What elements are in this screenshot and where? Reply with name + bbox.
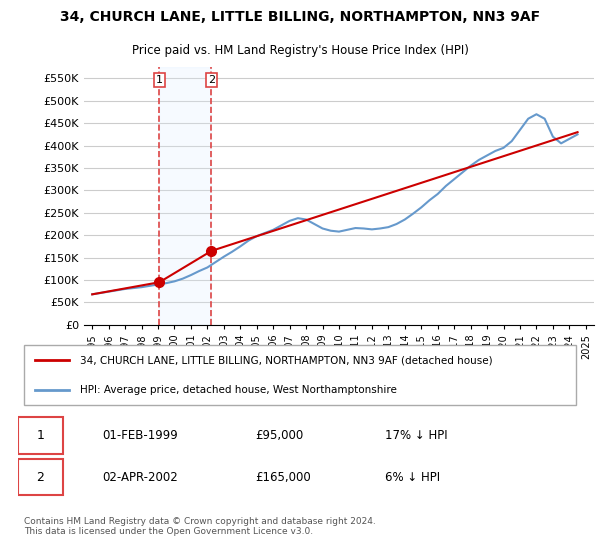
- Text: 02-APR-2002: 02-APR-2002: [103, 471, 178, 484]
- Text: 17% ↓ HPI: 17% ↓ HPI: [385, 429, 447, 442]
- Text: 1: 1: [37, 429, 44, 442]
- Text: £165,000: £165,000: [255, 471, 311, 484]
- FancyBboxPatch shape: [18, 459, 63, 496]
- Text: 01-FEB-1999: 01-FEB-1999: [103, 429, 178, 442]
- Bar: [160, 67, 211, 325]
- FancyBboxPatch shape: [18, 417, 63, 454]
- Text: 2: 2: [37, 471, 44, 484]
- Text: £95,000: £95,000: [255, 429, 303, 442]
- FancyBboxPatch shape: [23, 345, 577, 405]
- Text: 34, CHURCH LANE, LITTLE BILLING, NORTHAMPTON, NN3 9AF (detached house): 34, CHURCH LANE, LITTLE BILLING, NORTHAM…: [80, 356, 493, 366]
- Text: 6% ↓ HPI: 6% ↓ HPI: [385, 471, 440, 484]
- Text: HPI: Average price, detached house, West Northamptonshire: HPI: Average price, detached house, West…: [80, 385, 397, 395]
- Text: Contains HM Land Registry data © Crown copyright and database right 2024.
This d: Contains HM Land Registry data © Crown c…: [23, 516, 376, 536]
- Text: 34, CHURCH LANE, LITTLE BILLING, NORTHAMPTON, NN3 9AF: 34, CHURCH LANE, LITTLE BILLING, NORTHAM…: [60, 10, 540, 24]
- Text: 1: 1: [156, 75, 163, 85]
- Text: 2: 2: [208, 75, 215, 85]
- Text: Price paid vs. HM Land Registry's House Price Index (HPI): Price paid vs. HM Land Registry's House …: [131, 44, 469, 57]
